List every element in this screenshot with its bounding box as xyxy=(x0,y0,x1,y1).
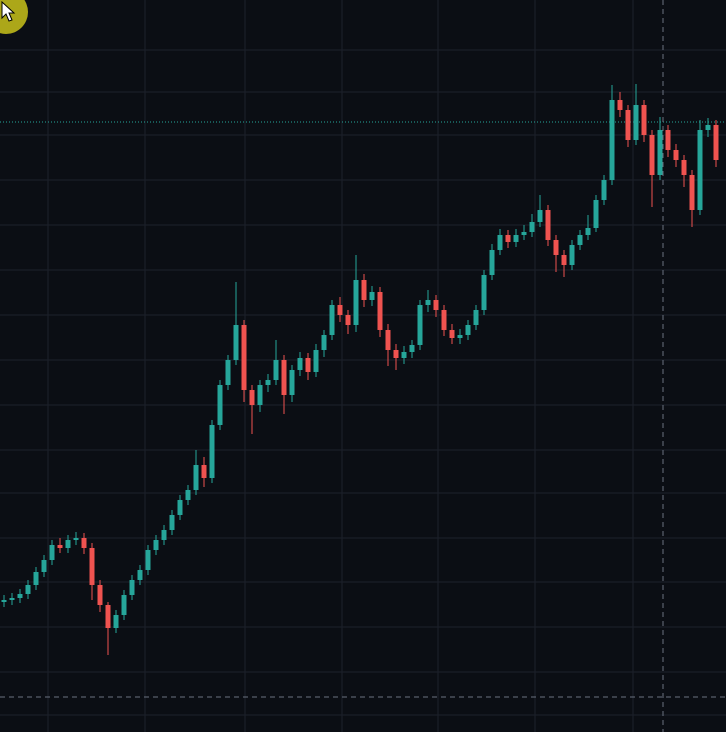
candle-body xyxy=(401,352,407,358)
candle-body xyxy=(41,560,47,572)
candle-body xyxy=(361,280,367,300)
candle-body xyxy=(161,530,167,540)
candle-body xyxy=(697,130,703,210)
candle-body xyxy=(153,540,159,550)
candle-body xyxy=(137,570,143,580)
candle-body xyxy=(449,330,455,338)
candle-body xyxy=(57,545,63,548)
candle-body xyxy=(393,350,399,358)
candles xyxy=(1,84,719,655)
candle-body xyxy=(169,515,175,530)
candle-body xyxy=(569,245,575,265)
candle-body xyxy=(345,315,351,325)
candle-body xyxy=(225,360,231,385)
candle-body xyxy=(217,385,223,425)
candle-body xyxy=(681,160,687,175)
candle-body xyxy=(249,390,255,405)
candle-body xyxy=(529,222,535,232)
candle-body xyxy=(441,310,447,330)
candle-body xyxy=(129,580,135,595)
candle-body xyxy=(497,235,503,250)
candle-body xyxy=(537,210,543,222)
candle-body xyxy=(617,100,623,110)
candle-body xyxy=(233,325,239,360)
candle-body xyxy=(297,358,303,370)
candle-body xyxy=(641,105,647,135)
candle-body xyxy=(281,360,287,395)
candle-body xyxy=(609,100,615,180)
candle-body xyxy=(585,228,591,235)
candle-body xyxy=(633,105,639,140)
candle-body xyxy=(417,305,423,345)
candle-body xyxy=(673,150,679,160)
candle-body xyxy=(465,325,471,335)
candle-body xyxy=(81,538,87,548)
candle-body xyxy=(313,350,319,372)
candle-body xyxy=(289,370,295,395)
candle-body xyxy=(265,380,271,385)
candle-body xyxy=(329,305,335,335)
candle-body xyxy=(9,598,15,600)
candle-body xyxy=(713,125,719,160)
candle-body xyxy=(241,325,247,390)
candle-body xyxy=(89,548,95,585)
candle-body xyxy=(409,345,415,352)
candle-body xyxy=(209,425,215,478)
candle-body xyxy=(385,330,391,350)
candle-body xyxy=(545,210,551,240)
candle-body xyxy=(145,550,151,570)
candle-body xyxy=(505,235,511,242)
candle-body xyxy=(337,305,343,315)
candle-body xyxy=(377,292,383,330)
candle-body xyxy=(33,572,39,585)
candle-body xyxy=(185,490,191,500)
candle-body xyxy=(201,465,207,478)
candle-body xyxy=(65,540,71,548)
candle-body xyxy=(105,605,111,628)
candle-body xyxy=(489,250,495,275)
candle-body xyxy=(193,465,199,490)
cursor xyxy=(0,0,28,34)
candle-body xyxy=(457,335,463,338)
candle-body xyxy=(73,538,79,540)
candle-body xyxy=(353,280,359,325)
candle-body xyxy=(1,600,7,602)
candle-body xyxy=(481,275,487,310)
candle-body xyxy=(25,585,31,594)
candle-body xyxy=(553,240,559,255)
candle-body xyxy=(521,232,527,235)
candle-body xyxy=(473,310,479,325)
candle-body xyxy=(49,545,55,560)
candle-body xyxy=(257,385,263,405)
candle-body xyxy=(601,180,607,200)
candle-body xyxy=(425,300,431,305)
candle-body xyxy=(273,360,279,380)
candle-body xyxy=(113,615,119,628)
candle-body xyxy=(665,130,671,150)
candle-body xyxy=(657,130,663,175)
candle-body xyxy=(321,335,327,350)
candle-body xyxy=(577,235,583,245)
candle-body xyxy=(433,300,439,310)
candle-body xyxy=(561,255,567,265)
candle-body xyxy=(369,292,375,300)
candle-body xyxy=(305,358,311,372)
candle-body xyxy=(17,594,23,598)
candle-body xyxy=(593,200,599,228)
candle-body xyxy=(121,595,127,615)
candle-body xyxy=(689,175,695,210)
candle-body xyxy=(513,235,519,242)
candle-body xyxy=(649,135,655,175)
candle-body xyxy=(705,125,711,130)
candle-body xyxy=(97,585,103,605)
candle-body xyxy=(625,110,631,140)
candle-body xyxy=(177,500,183,515)
